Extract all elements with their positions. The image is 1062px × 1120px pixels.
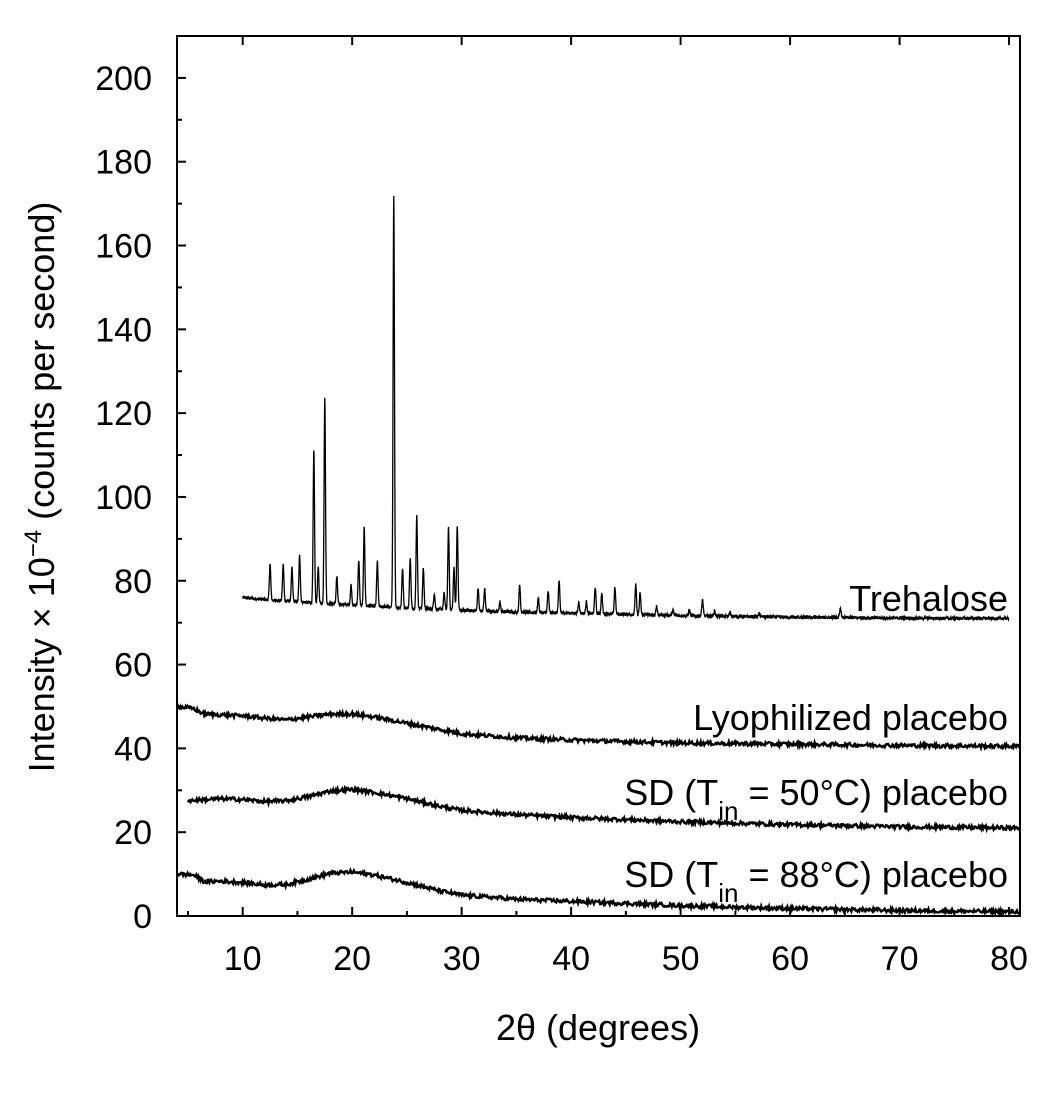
y-tick-label: 20 — [114, 814, 152, 852]
y-tick-label: 200 — [95, 60, 152, 98]
series-label-subscript: in — [718, 796, 738, 826]
series-line-trehalose — [242, 195, 1010, 623]
series-label-suffix: = 88°C) placebo — [738, 854, 1008, 895]
series-label: Trehalose — [849, 578, 1008, 619]
series-label-subscript: in — [718, 878, 738, 908]
x-tick-label: 50 — [662, 940, 700, 978]
y-tick-label: 100 — [95, 479, 152, 517]
y-tick-label: 180 — [95, 144, 152, 182]
series-label: SD (Tin = 50°C) placebo — [624, 772, 1008, 826]
series-label-prefix: SD (T — [624, 772, 718, 813]
y-axis-title-exponent: −4 — [20, 530, 47, 557]
series-line-2 — [186, 784, 1022, 834]
x-tick-label: 80 — [990, 940, 1028, 978]
x-axis-title: 2θ (degrees) — [496, 1007, 700, 1048]
x-tick-label: 60 — [771, 940, 809, 978]
x-axis-tick-labels: 10 20 30 40 50 60 70 80 — [224, 940, 1028, 978]
y-axis-title-suffix: (counts per second) — [21, 202, 62, 530]
series-lines — [175, 195, 1022, 918]
y-tick-label: 40 — [114, 730, 152, 768]
y-tick-label: 140 — [95, 311, 152, 349]
y-tick-label: 0 — [133, 898, 152, 936]
x-tick-label: 10 — [224, 940, 262, 978]
plot-frame — [176, 35, 1021, 917]
x-tick-label: 40 — [552, 940, 590, 978]
y-axis-title: Intensity × 10−4 (counts per second) — [20, 202, 63, 773]
x-tick-label: 30 — [443, 940, 481, 978]
y-tick-label: 160 — [95, 228, 152, 266]
series-label: Lyophilized placebo — [693, 697, 1008, 738]
y-axis-tick-labels: 0 20 40 60 80 100 120 140 160 180 200 — [95, 60, 152, 936]
series-line-1 — [175, 702, 1021, 752]
y-tick-label: 80 — [114, 563, 152, 601]
series-label-prefix: SD (T — [624, 854, 718, 895]
y-tick-label: 120 — [95, 395, 152, 433]
x-tick-label: 20 — [333, 940, 371, 978]
y-axis-title-prefix: Intensity × 10 — [21, 557, 62, 772]
series-line-3 — [176, 867, 1020, 918]
series-label-suffix: = 50°C) placebo — [738, 772, 1008, 813]
y-tick-label: 60 — [114, 647, 152, 685]
series-label: SD (Tin = 88°C) placebo — [624, 854, 1008, 908]
x-tick-label: 70 — [881, 940, 919, 978]
